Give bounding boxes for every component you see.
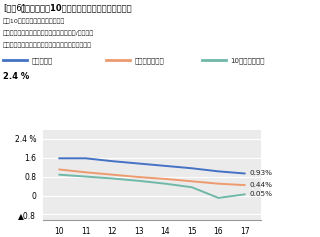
Text: 0.44%: 0.44% [250,182,273,188]
Text: [図表6]: [図表6] [3,4,25,13]
Text: 出所：開示資料をもとにニッセイ基礎研究所が作成: 出所：開示資料をもとにニッセイ基礎研究所が作成 [3,42,92,48]
Text: 0.93%: 0.93% [250,170,273,177]
Text: 2.4 %: 2.4 % [3,72,29,81]
Text: 負債利子率：（支払利息＋融資関連費用）/負債平残: 負債利子率：（支払利息＋融資関連費用）/負債平残 [3,30,94,36]
Text: 投資法人債利率: 投資法人債利率 [134,57,164,64]
Text: 負債利子率、10年国債利回り、投資法人債利率: 負債利子率、10年国債利回り、投資法人債利率 [21,4,132,13]
Text: 0.05%: 0.05% [250,191,273,197]
Text: 負債利子率: 負債利子率 [32,57,53,64]
Text: 注：10年国債利回り：年平均値、: 注：10年国債利回り：年平均値、 [3,18,66,24]
Text: 10年国債利回り: 10年国債利回り [230,57,265,64]
